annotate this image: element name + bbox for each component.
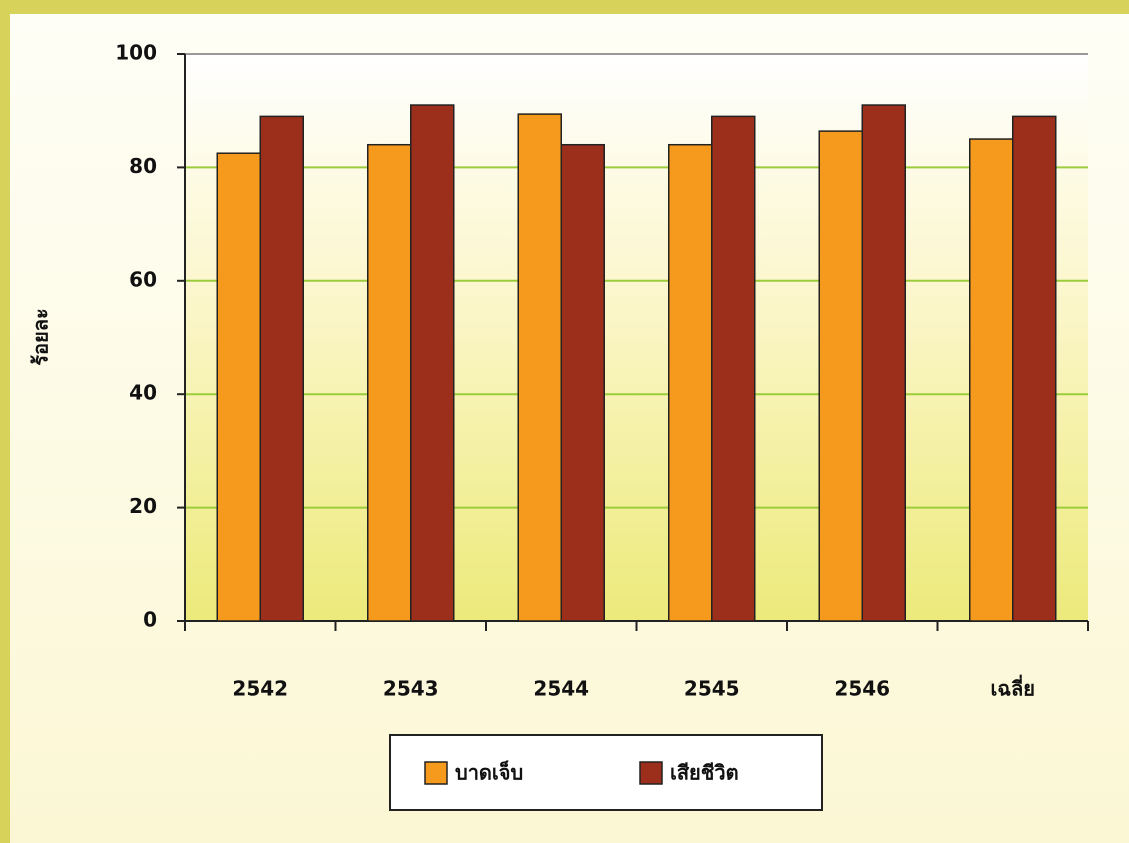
legend-label: เสียชีวิต (670, 761, 739, 785)
y-tick-label: 20 (129, 494, 157, 518)
bar (561, 145, 604, 621)
x-tick-label: 2546 (834, 677, 890, 701)
legend-swatch (640, 762, 662, 784)
x-tick-label: 2542 (232, 677, 288, 701)
bar (669, 145, 712, 621)
bar (217, 153, 260, 621)
bar (411, 105, 454, 621)
bar (1013, 116, 1056, 621)
plot-area (185, 54, 1088, 621)
legend-label: บาดเจ็บ (455, 760, 523, 785)
x-tick-label: เฉลี่ย (991, 674, 1035, 701)
legend-swatch (425, 762, 447, 784)
y-tick-label: 80 (129, 154, 157, 178)
bar (368, 145, 411, 621)
bar (819, 131, 862, 621)
y-tick-label: 0 (143, 608, 157, 632)
x-tick-label: 2543 (383, 677, 439, 701)
bar (260, 116, 303, 621)
x-tick-label: 2544 (533, 677, 589, 701)
chart: ร้อยละ 0 20 40 60 80 100 2542 2543 2544 2545 2546 เ… (0, 0, 1129, 843)
bar (712, 116, 755, 621)
bar (862, 105, 905, 621)
y-tick-label: 40 (129, 381, 157, 405)
bar (518, 114, 561, 621)
y-tick-label: 60 (129, 267, 157, 291)
x-tick-label: 2545 (684, 677, 740, 701)
bar (970, 139, 1013, 621)
y-tick-label: 100 (115, 41, 157, 65)
y-axis-label: ร้อยละ (29, 308, 53, 365)
